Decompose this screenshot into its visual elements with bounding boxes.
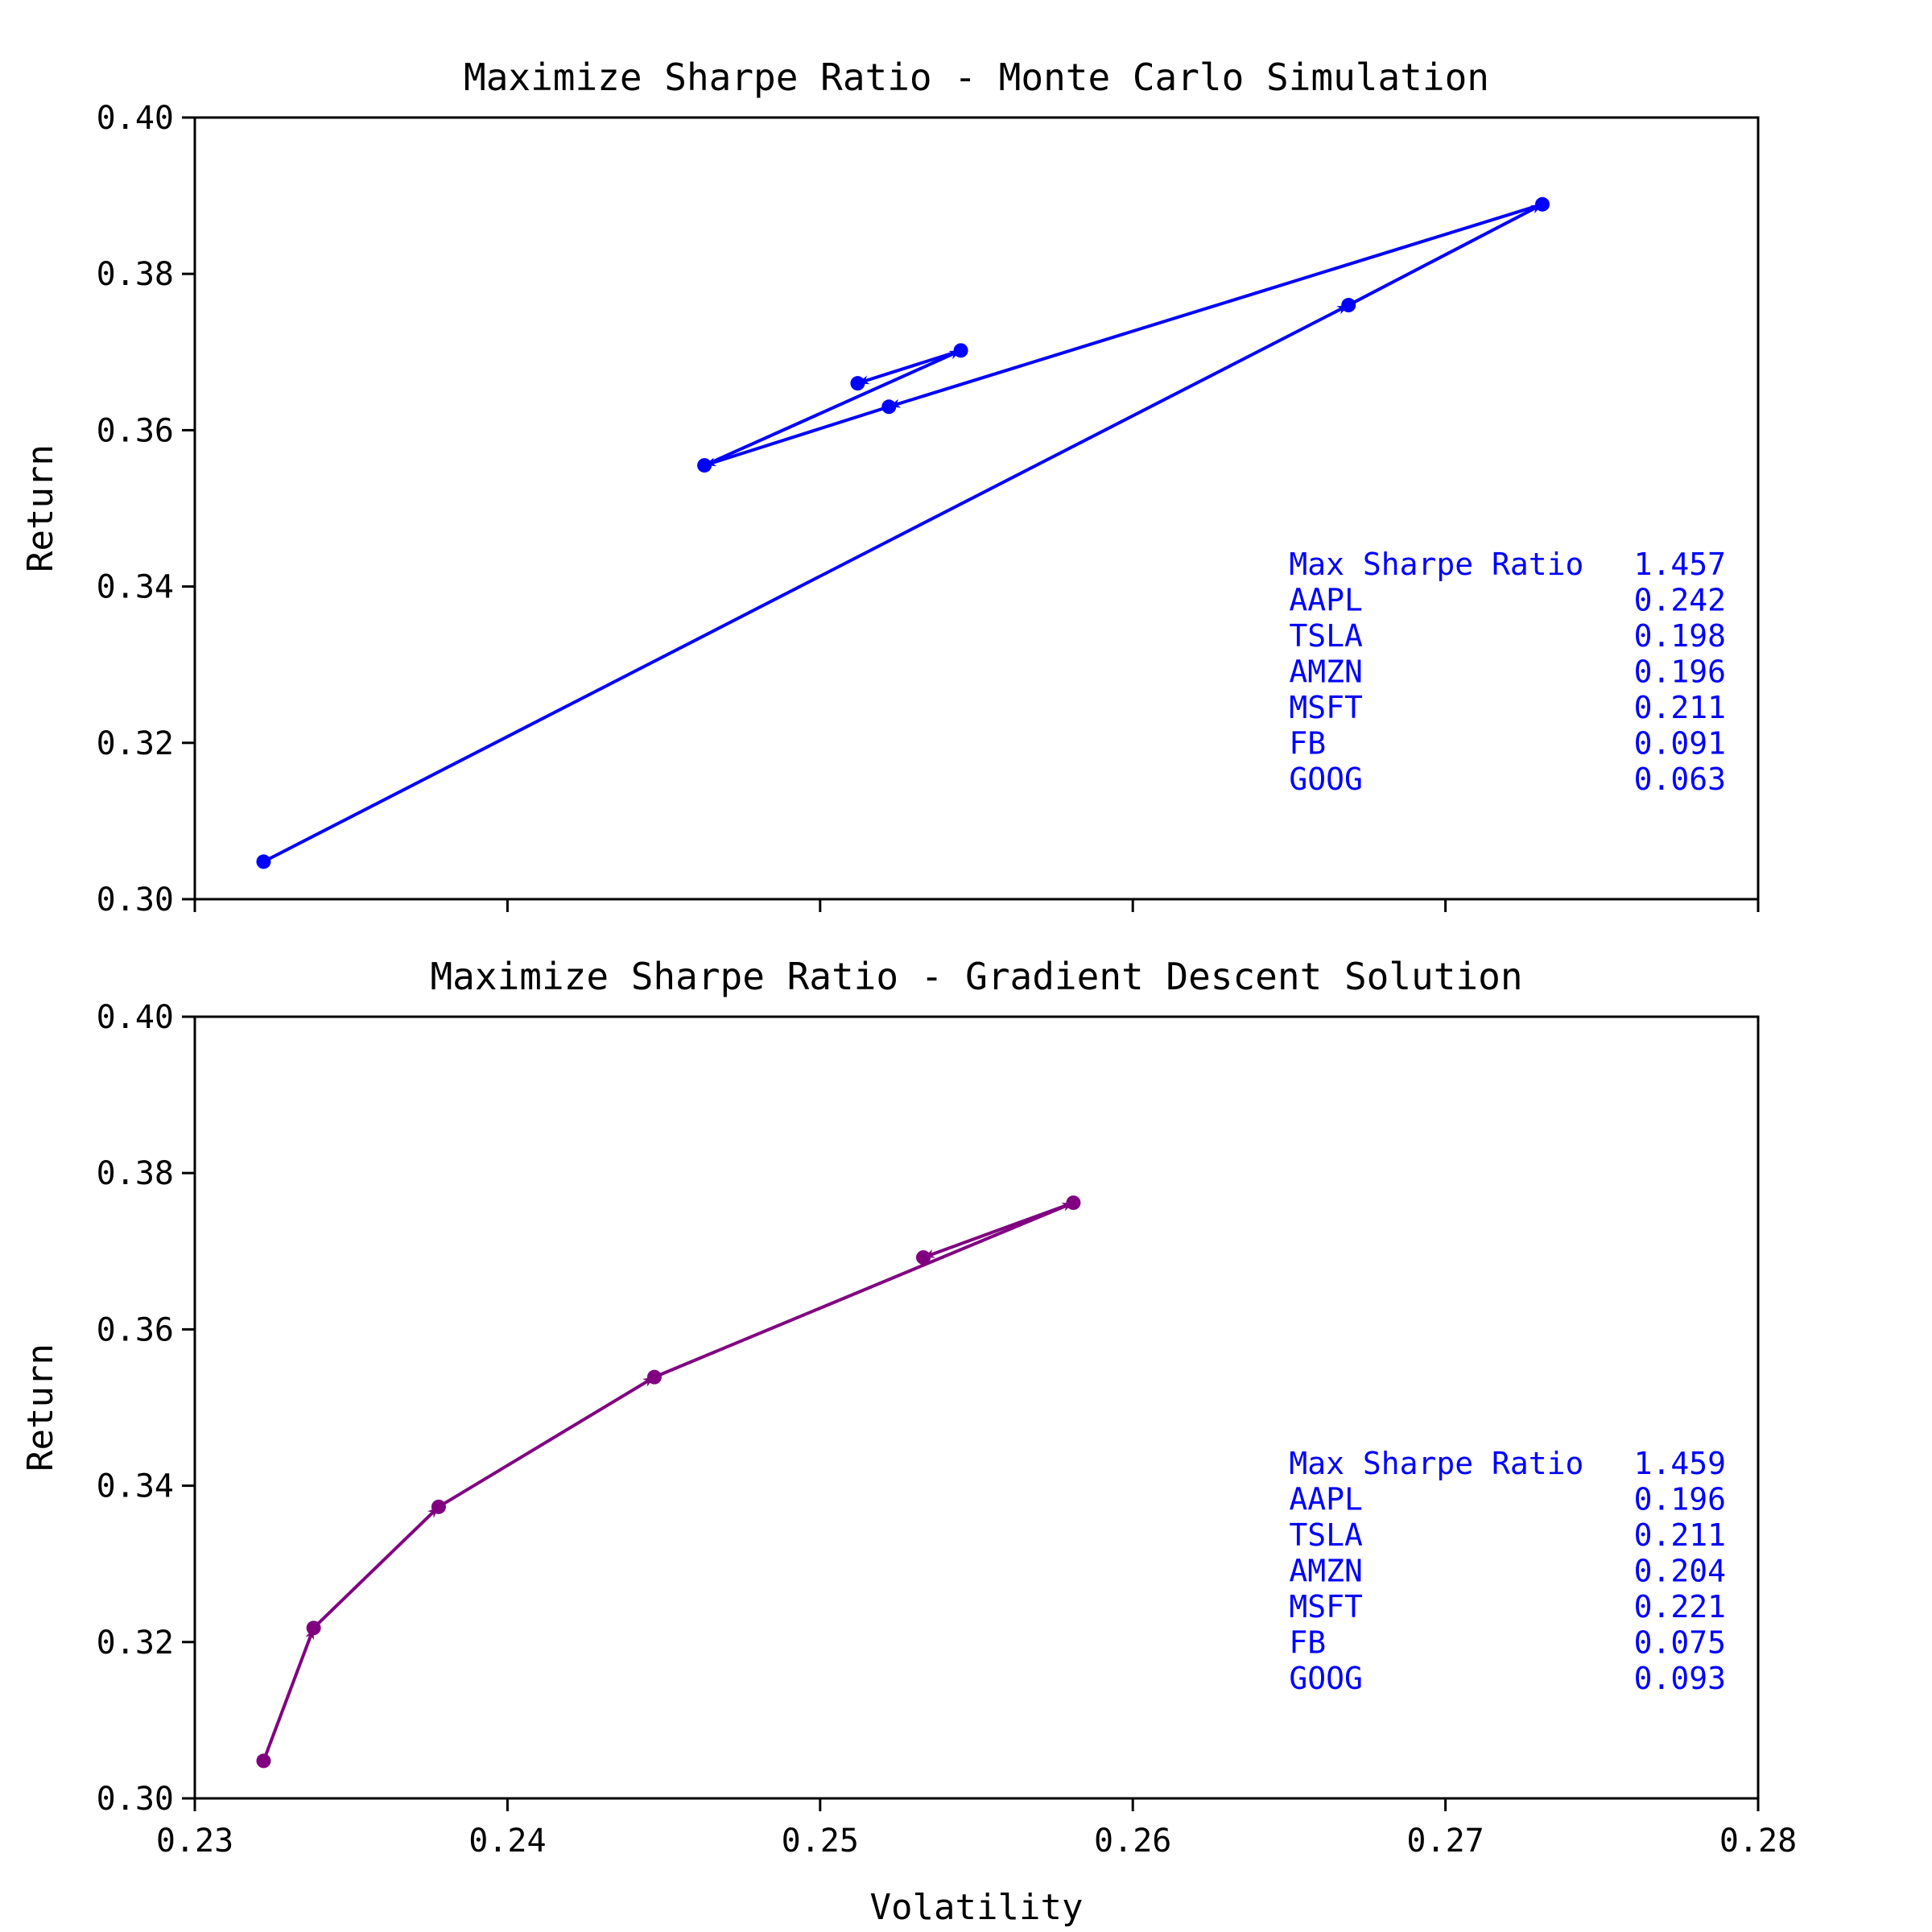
annotation-value: 0.091 [1634, 726, 1726, 762]
annotation-value: 1.457 [1634, 547, 1726, 582]
path-segment-arrow [923, 1201, 1075, 1259]
annotation-value: 0.196 [1634, 654, 1726, 690]
annotation-label: AMZN [1289, 654, 1363, 690]
y-tick-label: 0.38 [97, 1155, 174, 1192]
data-point [1341, 298, 1356, 313]
annotation-label: AAPL [1289, 1482, 1363, 1517]
path-segment-arrow [262, 1627, 316, 1762]
gradient-descent-subplot: Maximize Sharpe Ratio - Gradient Descent… [20, 955, 1797, 1928]
data-point [431, 1499, 446, 1514]
y-tick-label: 0.40 [97, 100, 174, 137]
annotation-label: FB [1289, 726, 1326, 762]
x-tick-label: 0.24 [469, 1823, 546, 1860]
path-segment-arrow [437, 1375, 655, 1509]
plot-frame [193, 1015, 1760, 1800]
data-point [646, 1369, 662, 1385]
plot-frame [193, 116, 1760, 901]
monte-carlo-subplot: Maximize Sharpe Ratio - Monte Carlo Simu… [20, 56, 1760, 919]
data-point [850, 376, 865, 391]
y-axis-label: Return [20, 1344, 61, 1472]
annotation-value: 1.459 [1634, 1446, 1726, 1481]
path-segment-arrow [704, 349, 962, 467]
data-point [1535, 196, 1550, 212]
path-segment-arrow [654, 1201, 1075, 1379]
data-point [915, 1250, 931, 1265]
x-tick-label: 0.25 [782, 1823, 859, 1860]
y-tick-label: 0.34 [97, 569, 174, 606]
annotation-label: GOOG [1289, 1661, 1363, 1696]
data-point [306, 1620, 321, 1636]
x-tick-label: 0.26 [1094, 1823, 1171, 1860]
annotation-value: 0.196 [1634, 1482, 1726, 1517]
annotation-value: 0.198 [1634, 618, 1726, 654]
path-segment-arrow [704, 405, 890, 468]
annotation-value: 0.204 [1634, 1554, 1726, 1589]
chart-title: Maximize Sharpe Ratio - Gradient Descent… [430, 955, 1522, 998]
data-point [953, 343, 968, 358]
annotation-value: 0.211 [1634, 1517, 1726, 1553]
data-point [697, 458, 712, 473]
x-tick-label: 0.23 [156, 1823, 233, 1860]
annotation-label: AAPL [1289, 583, 1363, 618]
annotation-value: 0.221 [1634, 1589, 1726, 1624]
annotation-label: MSFT [1289, 690, 1363, 725]
y-axis-label: Return [20, 444, 61, 572]
y-tick-label: 0.40 [97, 999, 174, 1036]
annotation-value: 0.063 [1634, 762, 1726, 797]
annotation-value: 0.075 [1634, 1625, 1726, 1661]
annotation-label: Max Sharpe Ratio [1289, 547, 1583, 582]
y-tick-label: 0.32 [97, 725, 174, 762]
annotation-label: GOOG [1289, 762, 1363, 797]
y-tick-label: 0.38 [97, 256, 174, 293]
path-segment-arrow [857, 349, 962, 386]
annotation-label: AMZN [1289, 1554, 1363, 1589]
y-tick-label: 0.34 [97, 1468, 174, 1505]
path-segment-arrow [262, 303, 1350, 864]
annotation-label: Max Sharpe Ratio [1289, 1446, 1583, 1481]
y-tick-label: 0.36 [97, 1311, 174, 1348]
x-tick-label: 0.27 [1406, 1823, 1484, 1860]
annotation-label: TSLA [1289, 1517, 1363, 1553]
path-segment-arrow [1348, 203, 1543, 307]
annotation-value: 0.211 [1634, 690, 1726, 725]
data-point [1066, 1195, 1081, 1211]
chart-title: Maximize Sharpe Ratio - Monte Carlo Simu… [464, 56, 1489, 99]
annotation-label: FB [1289, 1625, 1326, 1661]
y-tick-label: 0.32 [97, 1624, 174, 1662]
data-point [256, 1753, 271, 1769]
y-tick-label: 0.30 [97, 881, 174, 919]
annotation-value: 0.093 [1634, 1661, 1726, 1696]
y-tick-label: 0.36 [97, 412, 174, 449]
data-point [256, 854, 271, 869]
data-point [881, 399, 897, 415]
annotation-value: 0.242 [1634, 583, 1726, 618]
path-segment-arrow [312, 1505, 440, 1629]
annotation-label: TSLA [1289, 618, 1363, 654]
x-axis-label: Volatility [870, 1887, 1084, 1928]
x-tick-label: 0.28 [1719, 1823, 1797, 1860]
y-tick-label: 0.30 [97, 1781, 174, 1818]
annotation-label: MSFT [1289, 1589, 1363, 1624]
path-segment-arrow [888, 202, 1543, 409]
